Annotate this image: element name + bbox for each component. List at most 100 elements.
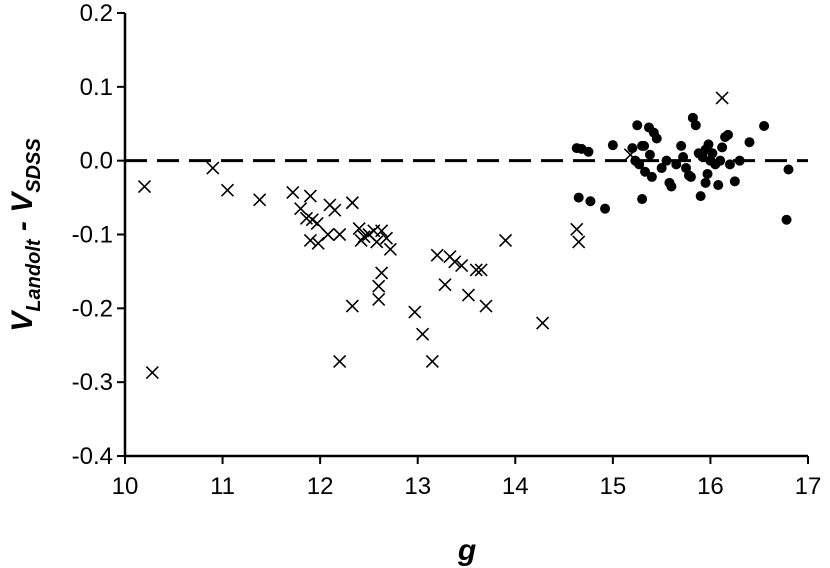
x-tick-label: 12 <box>307 473 334 500</box>
cross-marker <box>220 183 235 197</box>
cross-marker <box>408 305 422 319</box>
dot-marker <box>637 194 648 205</box>
dot-marker <box>585 196 596 207</box>
cross-marker <box>333 227 347 242</box>
cross-marker <box>321 227 335 242</box>
cross-marker <box>379 231 394 245</box>
dot-marker <box>656 163 667 174</box>
cross-marker <box>333 354 347 369</box>
data-points <box>137 91 794 380</box>
y-tick-label: 0.2 <box>80 0 113 27</box>
dot-marker <box>729 176 740 187</box>
dot-marker <box>632 120 643 131</box>
y-axis-title: VLandolt - VSDSS <box>6 138 45 332</box>
dot-marker <box>644 149 655 160</box>
y-axis-title-sep: - <box>6 213 39 240</box>
dot-marker <box>640 166 651 177</box>
cross-marker <box>438 278 452 292</box>
x-tick-label: 15 <box>600 473 627 500</box>
cross-marker <box>455 258 469 273</box>
dot-marker <box>783 164 794 175</box>
dot-marker <box>781 214 792 225</box>
dot-marker <box>700 177 711 188</box>
dot-marker <box>713 180 724 191</box>
y-tick-label: 0.0 <box>80 148 113 175</box>
cross-marker <box>303 189 317 203</box>
cross-marker <box>474 263 488 277</box>
dot-marker <box>639 140 650 151</box>
cross-marker <box>137 179 152 194</box>
cross-marker <box>536 316 550 330</box>
cross-marker <box>416 327 430 341</box>
cross-marker <box>448 255 462 269</box>
dot-marker <box>702 168 713 179</box>
dot-marker <box>715 155 726 166</box>
dot-marker <box>685 171 696 182</box>
cross-marker <box>375 266 389 280</box>
dot-marker <box>724 159 735 170</box>
dot-marker <box>734 155 745 166</box>
dot-marker <box>666 181 677 192</box>
y-tick-label: -0.2 <box>72 295 113 322</box>
y-axis-title-main: V <box>6 309 39 332</box>
y-tick-label: -0.1 <box>72 222 113 249</box>
x-tick-label: 10 <box>112 473 139 500</box>
cross-marker <box>310 216 324 230</box>
cross-marker <box>383 242 397 256</box>
dot-marker <box>678 151 689 162</box>
cross-marker <box>715 91 729 105</box>
x-tick-label: 13 <box>404 473 431 500</box>
dot-marker <box>646 171 657 182</box>
dot-marker <box>627 143 638 154</box>
x-tick-label: 16 <box>697 473 724 500</box>
dot-marker <box>661 155 672 166</box>
dot-marker <box>583 146 594 157</box>
dot-marker <box>759 120 770 131</box>
dot-marker <box>573 192 584 203</box>
y-axis-title-main2: V <box>6 190 39 213</box>
dot-marker <box>695 191 706 202</box>
cross-marker <box>345 299 359 313</box>
dot-marker <box>744 137 755 148</box>
axes: 0.2 0.1 0.0 -0.1 -0.2 -0.3 -0.4 10 11 12 13 14 15 16 1… <box>72 0 822 500</box>
dot-marker <box>676 140 687 151</box>
cross-marker <box>372 279 386 293</box>
cross-marker <box>570 222 584 236</box>
dot-marker <box>651 133 662 144</box>
cross-marker <box>206 161 220 175</box>
cross-marker <box>370 235 384 249</box>
y-tick-label: -0.3 <box>72 369 113 396</box>
dot-marker <box>634 159 645 170</box>
x-axis-title: g <box>457 534 476 567</box>
dot-marker <box>717 142 728 153</box>
cross-marker <box>375 224 389 238</box>
cross-marker <box>479 299 493 313</box>
cross-marker <box>303 233 317 247</box>
x-tick-label: 17 <box>795 473 822 500</box>
cross-marker <box>469 263 483 277</box>
cross-marker <box>572 235 586 249</box>
cross-marker <box>253 193 267 207</box>
dot-marker <box>722 129 733 140</box>
dot-marker <box>671 159 682 170</box>
cross-marker <box>498 233 513 247</box>
x-tick-label: 11 <box>210 473 235 500</box>
y-axis-title-sub1: Landolt <box>23 238 45 312</box>
cross-marker <box>345 196 359 210</box>
cross-marker <box>328 203 342 217</box>
dot-marker <box>690 120 701 131</box>
cross-marker <box>461 288 476 302</box>
dot-marker <box>703 139 714 150</box>
cross-marker <box>286 185 300 199</box>
cross-marker <box>430 248 444 262</box>
dot-marker <box>600 203 611 214</box>
y-axis-title-sub2: SDSS <box>23 138 45 193</box>
cross-marker <box>294 202 308 216</box>
cross-marker <box>372 292 386 307</box>
dot-marker <box>607 140 618 151</box>
cross-marker <box>425 354 439 369</box>
cross-marker <box>145 366 159 380</box>
x-tick-label: 14 <box>502 473 529 500</box>
y-tick-label: 0.1 <box>80 74 113 101</box>
